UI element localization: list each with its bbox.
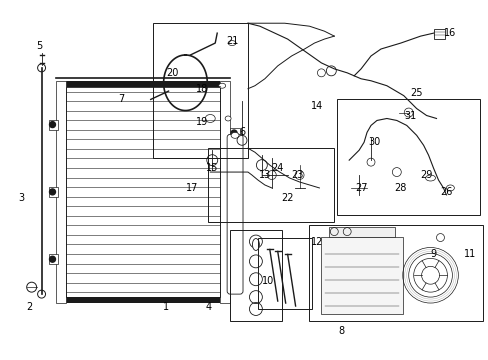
Text: 27: 27 — [354, 183, 366, 193]
Ellipse shape — [231, 132, 239, 138]
Text: 17: 17 — [186, 183, 198, 193]
Text: 7: 7 — [118, 94, 124, 104]
Text: 15: 15 — [205, 163, 218, 173]
Text: 29: 29 — [420, 170, 432, 180]
Bar — [433, 29, 445, 39]
Bar — [48, 187, 59, 197]
Text: 3: 3 — [19, 193, 25, 203]
Text: 20: 20 — [166, 68, 179, 78]
Text: 6: 6 — [239, 127, 244, 138]
Text: 31: 31 — [404, 111, 416, 121]
Text: 1: 1 — [163, 302, 168, 312]
Text: 24: 24 — [271, 163, 284, 173]
Ellipse shape — [446, 185, 453, 191]
Text: 10: 10 — [261, 276, 273, 286]
Bar — [230, 246, 240, 256]
Text: 13: 13 — [258, 170, 270, 180]
Text: 28: 28 — [394, 183, 406, 193]
Ellipse shape — [224, 116, 231, 121]
Bar — [48, 120, 59, 130]
Text: 16: 16 — [444, 28, 456, 38]
Ellipse shape — [205, 114, 215, 122]
Bar — [230, 128, 240, 138]
Circle shape — [231, 248, 237, 254]
Text: 30: 30 — [367, 137, 379, 147]
Text: 12: 12 — [310, 237, 323, 247]
Circle shape — [49, 189, 55, 195]
Circle shape — [49, 122, 55, 127]
Bar — [309, 225, 482, 321]
Ellipse shape — [218, 83, 225, 88]
Bar — [56, 81, 66, 303]
FancyBboxPatch shape — [226, 134, 243, 294]
Ellipse shape — [425, 175, 435, 181]
Bar — [321, 237, 402, 314]
Bar — [152, 23, 247, 158]
Bar — [48, 254, 59, 264]
Text: 23: 23 — [291, 170, 303, 180]
Text: 11: 11 — [463, 249, 475, 260]
Bar — [66, 87, 220, 297]
Bar — [230, 230, 281, 321]
Ellipse shape — [252, 239, 259, 251]
Text: 8: 8 — [338, 326, 344, 336]
Bar — [257, 238, 312, 309]
Text: 2: 2 — [26, 302, 33, 312]
Text: 18: 18 — [196, 84, 208, 94]
Text: 21: 21 — [225, 36, 238, 46]
Bar — [66, 297, 220, 303]
Circle shape — [231, 130, 237, 136]
Bar — [328, 227, 394, 237]
Text: 5: 5 — [37, 41, 42, 51]
Bar — [66, 81, 220, 87]
Text: 22: 22 — [281, 193, 293, 203]
Text: 4: 4 — [205, 302, 211, 312]
Text: 9: 9 — [429, 249, 436, 260]
Text: 14: 14 — [311, 100, 323, 111]
Circle shape — [49, 256, 55, 262]
Text: 26: 26 — [439, 187, 452, 197]
Ellipse shape — [228, 41, 236, 46]
Bar — [208, 148, 334, 222]
Bar — [337, 99, 479, 215]
Bar — [220, 81, 230, 303]
Text: 25: 25 — [409, 88, 422, 98]
Text: 19: 19 — [196, 117, 208, 127]
